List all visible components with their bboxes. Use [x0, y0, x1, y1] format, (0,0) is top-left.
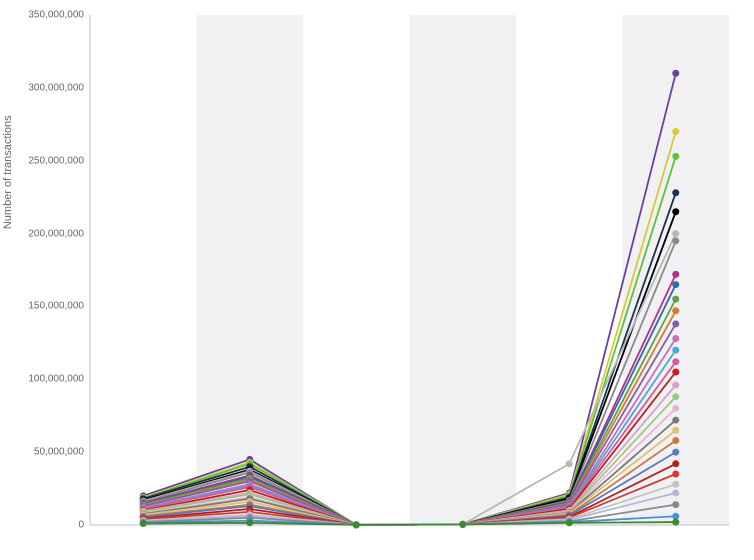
chart-container: Number of transactions 050,000,000100,00… [0, 0, 754, 560]
y-tick-label: 150,000,000 [28, 301, 84, 312]
y-axis-title: Number of transactions [2, 115, 14, 229]
y-tick-label: 200,000,000 [28, 228, 84, 239]
y-tick-label: 250,000,000 [28, 155, 84, 166]
plot-area: 050,000,000100,000,000150,000,000200,000… [90, 15, 729, 525]
y-tick-label: 300,000,000 [28, 82, 84, 93]
chart-svg [90, 15, 729, 525]
y-tick-label: 50,000,000 [34, 447, 84, 458]
y-tick-label: 0 [78, 520, 84, 531]
y-tick-label: 350,000,000 [28, 10, 84, 21]
y-tick-label: 100,000,000 [28, 374, 84, 385]
